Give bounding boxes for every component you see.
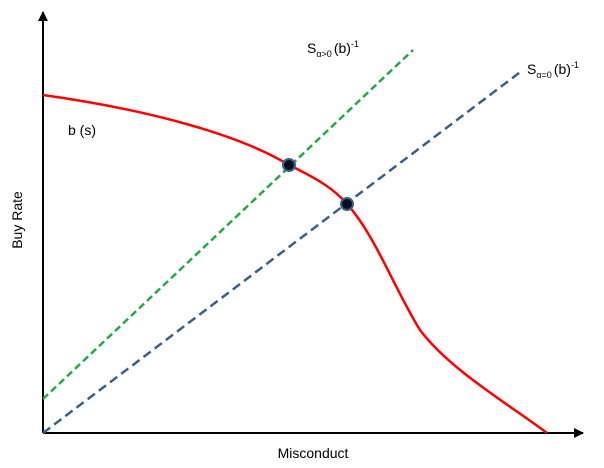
supply-line-alpha-positive: [42, 49, 414, 400]
supply-line-alpha-zero: [42, 69, 524, 434]
equilibrium-point-alpha-positive: [282, 158, 296, 172]
demand-curve: [42, 93, 548, 434]
y-axis-label: Buy Rate: [9, 191, 25, 249]
equilibrium-point-alpha-zero: [340, 197, 354, 211]
demand-curve-label: b (s): [68, 122, 96, 138]
supply-label-alpha-zero: Sα=0 (b)-1: [527, 60, 579, 80]
supply-label-alpha-positive: Sα>0 (b)-1: [307, 39, 359, 59]
x-axis-label: Misconduct: [278, 445, 349, 461]
